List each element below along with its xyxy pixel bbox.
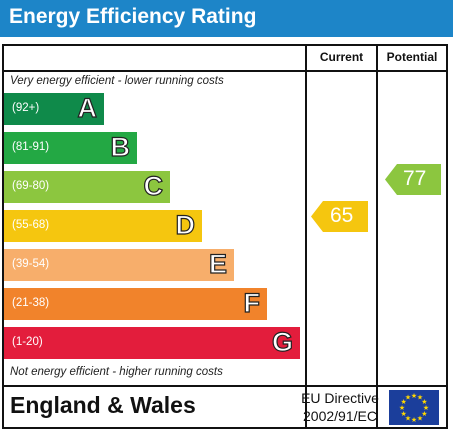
footer-row-divider: [2, 385, 448, 387]
band-range-label: (81-91): [12, 141, 50, 153]
band-letter: B: [110, 131, 131, 162]
eu-star-icon: ★: [417, 394, 423, 402]
eu-flag-icon: ★ ★ ★ ★ ★ ★ ★ ★ ★ ★ ★ ★: [389, 390, 439, 425]
eu-star-icon: ★: [400, 410, 406, 418]
band-letter: D: [175, 209, 196, 240]
column-header-potential: Potential: [386, 50, 438, 64]
band-range-label: (69-80): [12, 180, 50, 192]
band-range-label: (55-68): [12, 219, 50, 231]
eu-star-icon: ★: [399, 404, 405, 412]
potential-rating-arrow: 77: [385, 164, 441, 195]
band-range-label: (21-38): [12, 297, 50, 309]
current-arrow-shape: [311, 201, 368, 232]
rating-band-d: (55-68) D: [4, 209, 202, 242]
rating-band-e: (39-54) E: [4, 248, 234, 281]
eu-star-icon: ★: [421, 398, 427, 406]
band-letter: C: [143, 170, 164, 201]
column-divider-potential: [376, 44, 378, 429]
rating-band-a: (92+) A: [4, 92, 104, 125]
page-title: Energy Efficiency Rating: [9, 5, 257, 28]
eu-star-icon: ★: [421, 410, 427, 418]
band-letter: F: [243, 287, 261, 318]
band-letter: E: [208, 248, 227, 279]
eu-star-icon: ★: [411, 416, 417, 424]
directive-line-2: 2002/91/EC: [303, 408, 377, 424]
rating-table-frame: [2, 44, 448, 429]
rating-band-c: (69-80) C: [4, 170, 170, 203]
eu-star-icon: ★: [423, 404, 429, 412]
band-letter: G: [271, 326, 293, 357]
column-header-current: Current: [319, 50, 364, 64]
directive-line-1: EU Directive: [301, 390, 379, 406]
header-bar: Energy Efficiency Rating: [0, 0, 453, 37]
eu-star-icon: ★: [417, 414, 423, 422]
header-row-divider: [2, 70, 448, 72]
eu-star-icon: ★: [400, 398, 406, 406]
potential-arrow-shape: [385, 164, 441, 195]
eu-stars: ★★★★★★★★★ ★ ★★: [399, 392, 429, 424]
potential-rating-value: 77: [403, 167, 427, 190]
rating-band-g: (1-20) G: [4, 326, 300, 359]
band-letter: A: [77, 92, 98, 123]
band-range-label: (92+): [12, 102, 40, 114]
eu-star-icon: ★: [405, 394, 411, 402]
rating-band-f: (21-38) F: [4, 287, 267, 320]
eu-star-icon: ★: [411, 392, 417, 400]
current-rating-arrow: 65: [311, 201, 368, 232]
column-divider-current: [305, 44, 307, 429]
rating-band-b: (81-91) B: [4, 131, 137, 164]
current-rating-value: 65: [330, 204, 354, 227]
band-range-label: (39-54): [12, 258, 50, 270]
bottom-note: Not energy efficient - higher running co…: [10, 366, 223, 378]
eu-star-icon: ★: [405, 414, 411, 422]
band-range-label: (1-20): [12, 336, 43, 348]
top-note: Very energy efficient - lower running co…: [10, 75, 224, 87]
region-label: England & Wales: [10, 392, 196, 418]
